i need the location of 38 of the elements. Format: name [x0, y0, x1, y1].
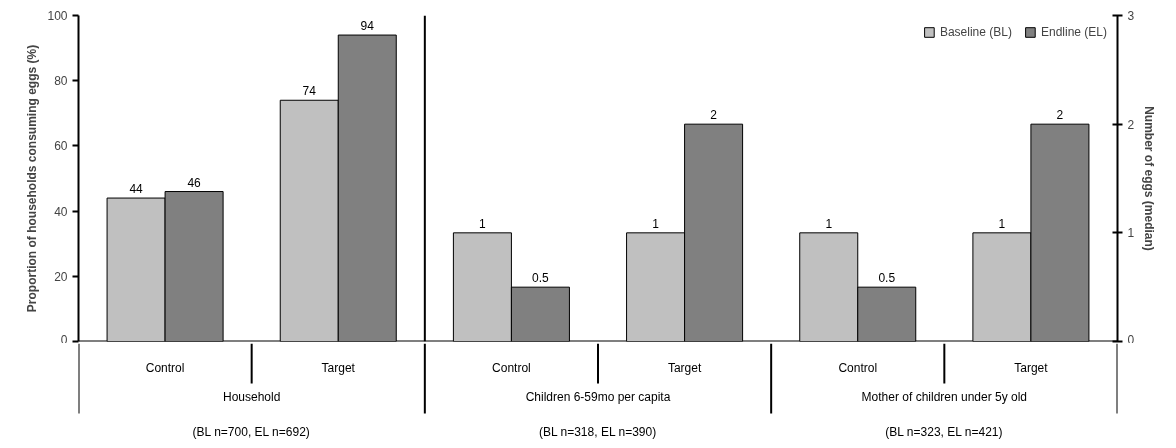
data-label: 0.5: [878, 271, 896, 286]
legend-label: Endline (EL): [1040, 25, 1107, 39]
legend-label: Baseline (BL): [939, 25, 1012, 39]
y2-tick-label: 1: [1127, 226, 1135, 241]
y-axis-title: Proportion of households consuming eggs (%): [25, 44, 40, 313]
y-tick-label: 0: [60, 332, 68, 347]
y-tick-label: 60: [54, 139, 68, 154]
data-label: 0.5: [532, 271, 550, 286]
y2-tick-label: 3: [1127, 9, 1135, 23]
text: (BL n=700, EL n=692): [192, 424, 310, 439]
data-label: 1: [825, 216, 833, 231]
data-label: 1: [479, 216, 487, 231]
data-label: 74: [302, 84, 317, 99]
x-tick-label: Target: [1014, 360, 1049, 375]
data-label: 94: [360, 19, 375, 34]
data-label: 2: [710, 108, 718, 123]
data-label: 2: [1056, 108, 1064, 123]
y-tick-label: 40: [54, 204, 68, 219]
data-label: 46: [187, 175, 202, 190]
y2-tick-label: 0: [1127, 332, 1135, 347]
data-label: 1: [652, 216, 660, 231]
data-label: 1: [998, 216, 1006, 231]
y-tick-label: 20: [54, 269, 68, 284]
x-tick-label: Control: [838, 360, 878, 375]
x-tick-label: Target: [667, 360, 702, 375]
text: Children 6-59mo per capita: [525, 389, 671, 404]
x-tick-label: Target: [321, 360, 356, 375]
y2-tick-label: 2: [1127, 117, 1135, 132]
text: Household: [222, 389, 281, 404]
x-tick-label: Control: [492, 360, 531, 375]
data-label: 44: [129, 182, 144, 197]
x-tick-label: Control: [145, 360, 185, 375]
y-tick-label: 80: [54, 74, 68, 89]
y2-axis-title: Number of eggs (median): [1142, 106, 1157, 251]
text: (BL n=318, EL n=390): [538, 424, 657, 439]
y-tick-label: 100: [47, 9, 68, 23]
text: Mother of children under 5y old: [861, 389, 1028, 404]
text: (BL n=323, EL n=421): [885, 424, 1003, 439]
